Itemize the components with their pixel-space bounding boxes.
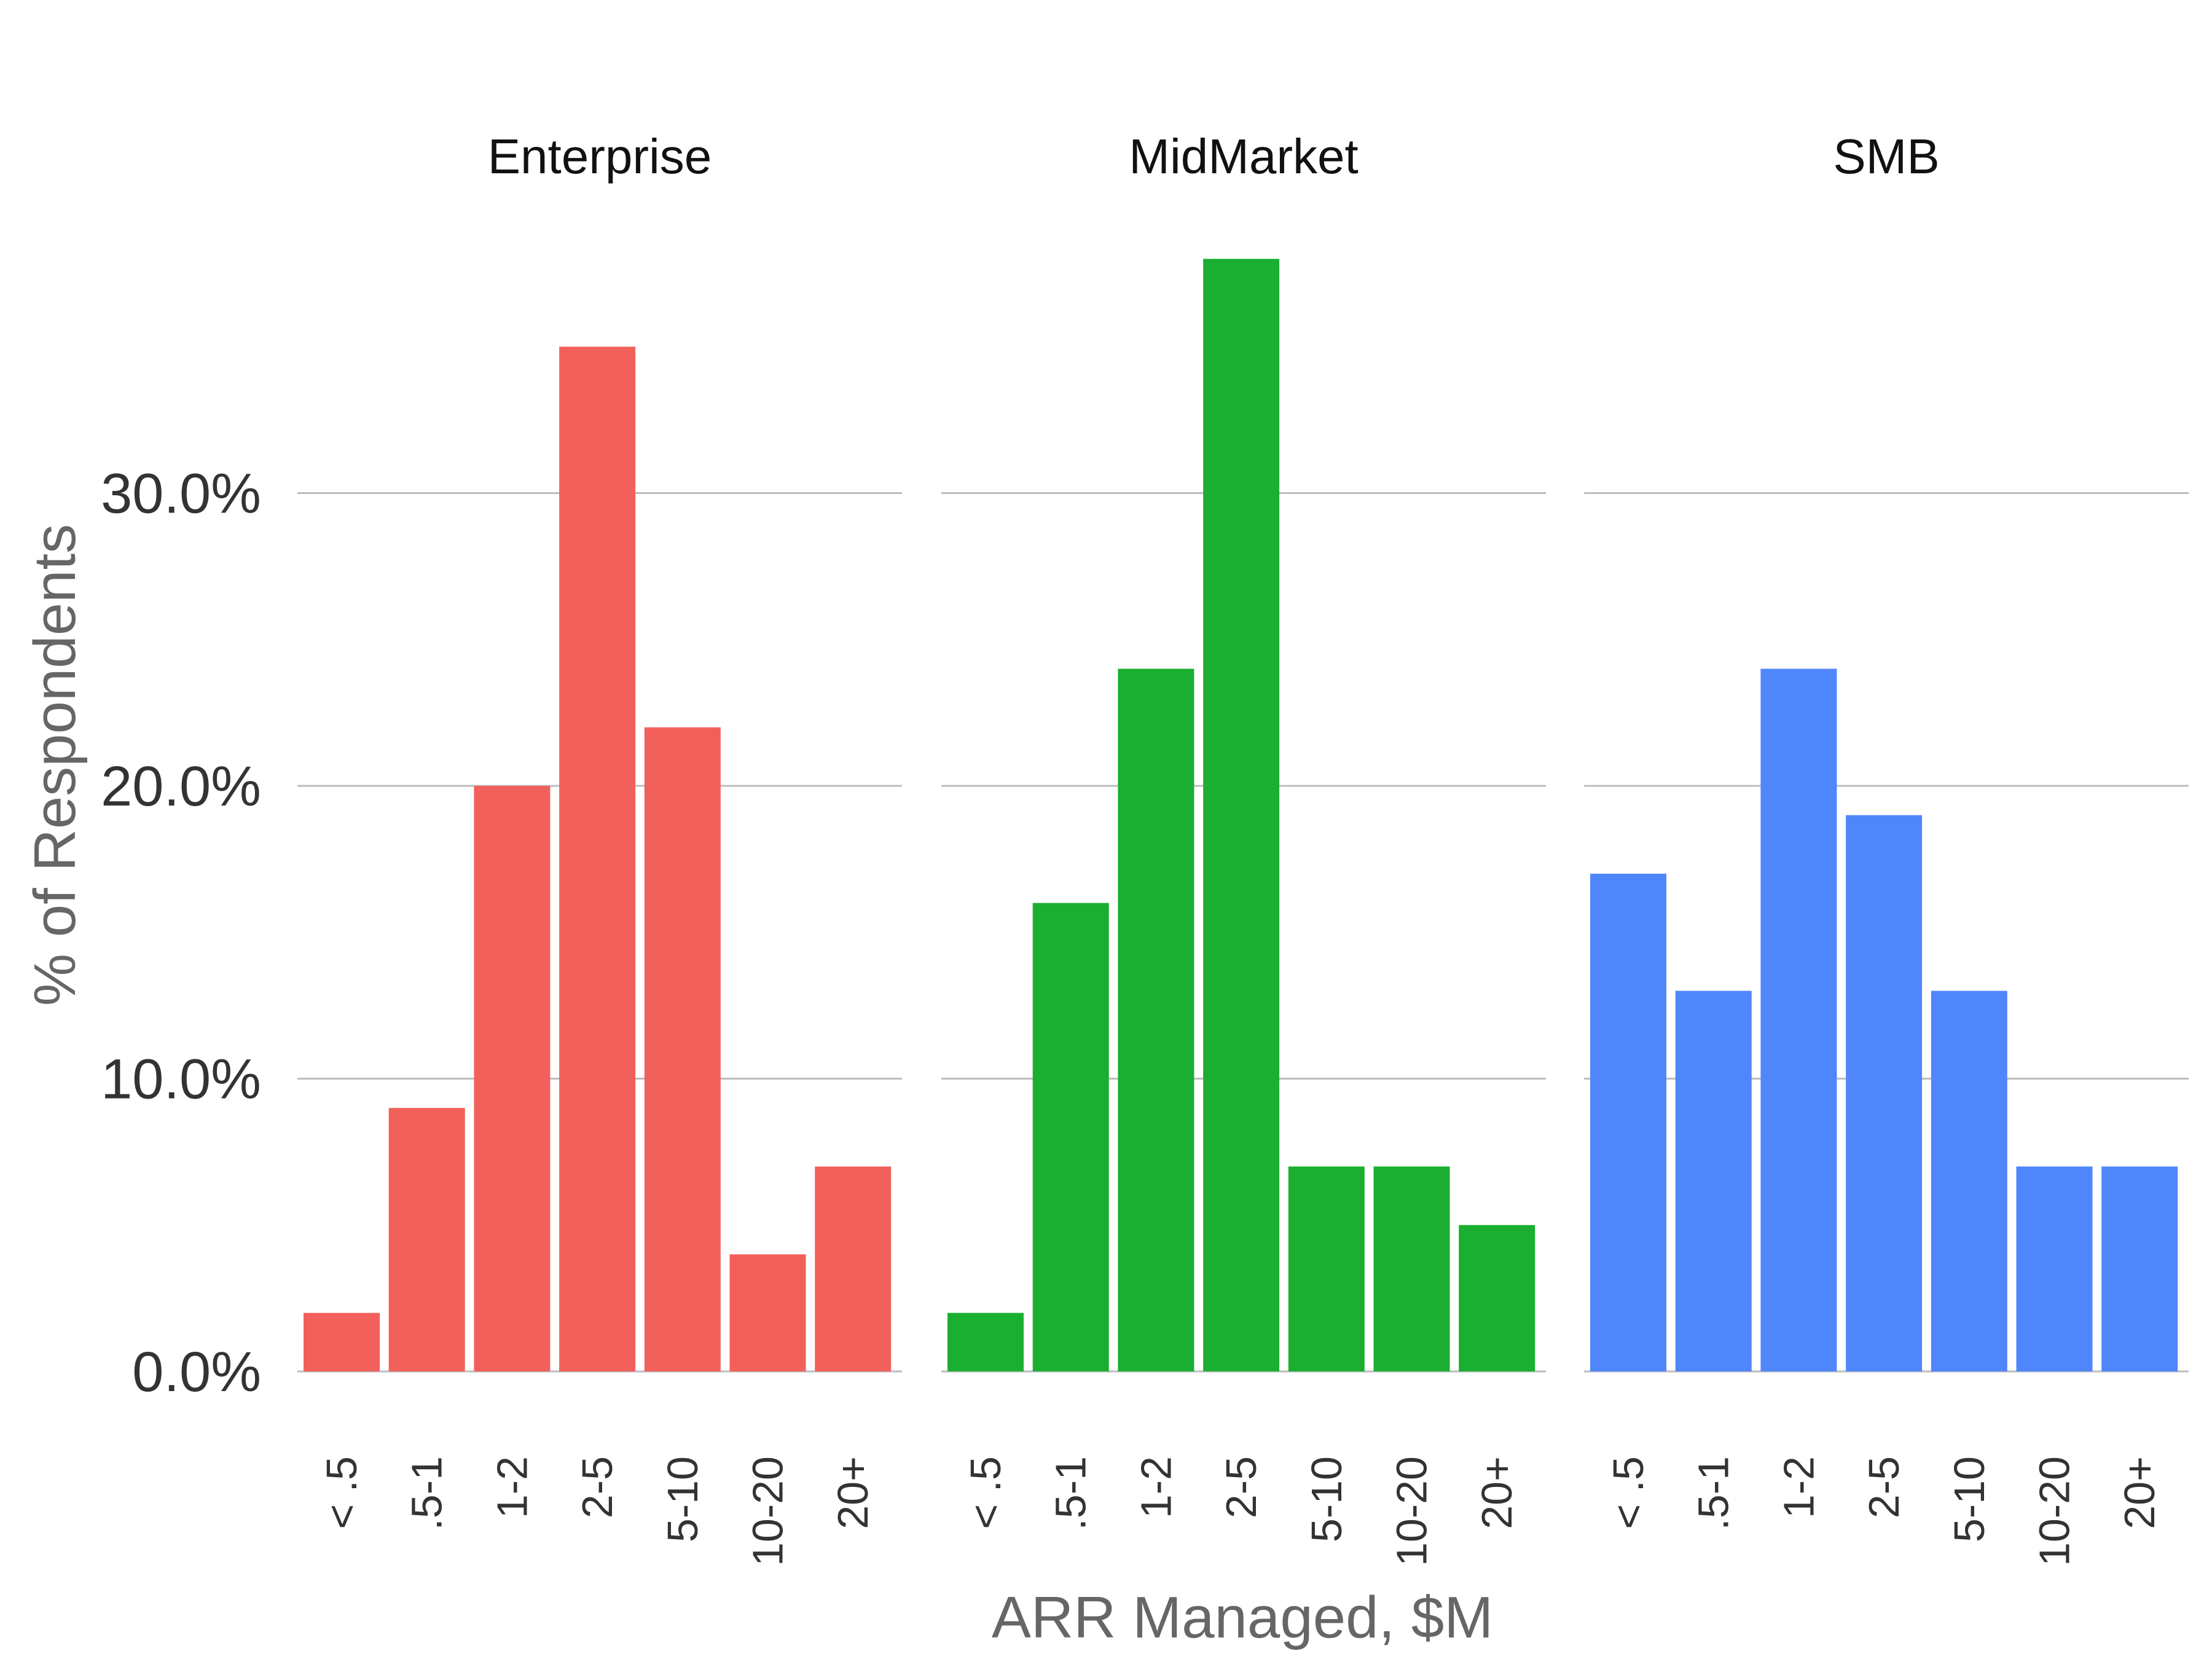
- x-tick-label: .5-1: [1047, 1456, 1095, 1531]
- bar-enterprise-6: [815, 1166, 892, 1371]
- y-axis-label: % of Respondents: [22, 524, 88, 1006]
- x-tick-label: .5-1: [403, 1456, 451, 1531]
- bar-midmarket-2: [1118, 669, 1194, 1371]
- bar-smb-0: [1590, 873, 1666, 1371]
- bar-enterprise-3: [559, 347, 636, 1371]
- x-tick-label: 1-2: [1132, 1456, 1180, 1518]
- y-tick-label: 20.0%: [101, 755, 261, 818]
- x-tick-label: 2-5: [1860, 1456, 1908, 1518]
- x-tick-label: 5-10: [1945, 1456, 1993, 1542]
- x-tick-label: 20+: [1473, 1456, 1521, 1529]
- y-tick-label: 0.0%: [132, 1341, 261, 1403]
- bar-midmarket-1: [1032, 903, 1109, 1371]
- x-tick-label: 10-20: [1388, 1456, 1436, 1566]
- bar-smb-3: [1846, 815, 1923, 1371]
- bar-smb-1: [1675, 990, 1752, 1371]
- x-tick-label: 20+: [829, 1456, 877, 1529]
- x-tick-label: 1-2: [488, 1456, 536, 1518]
- x-tick-label: 10-20: [744, 1456, 792, 1566]
- bars-layer: [304, 259, 2178, 1371]
- panel-titles: Enterprise MidMarket SMB: [488, 129, 1940, 184]
- bar-midmarket-4: [1288, 1166, 1365, 1371]
- bar-smb-4: [1931, 990, 2007, 1371]
- bar-enterprise-4: [644, 727, 721, 1371]
- x-tick-label: < .5: [1604, 1456, 1652, 1529]
- x-axis-label: ARR Managed, $M: [992, 1585, 1493, 1650]
- x-axis-ticks: < .5 .5-1 1-2 2-5 5-10 10-20 20+ < .5 .5-1 1-2 2-5…: [318, 1456, 2163, 1566]
- y-tick-label: 30.0%: [101, 463, 261, 525]
- bar-enterprise-1: [388, 1108, 465, 1371]
- x-tick-label: .5-1: [1690, 1456, 1738, 1531]
- panel-title-midmarket: MidMarket: [1129, 129, 1358, 184]
- panel-title-smb: SMB: [1833, 129, 1939, 184]
- y-tick-label: 10.0%: [101, 1048, 261, 1111]
- bar-smb-2: [1760, 669, 1837, 1371]
- y-axis-ticks: 0.0% 10.0% 20.0% 30.0%: [101, 463, 261, 1404]
- bar-enterprise-0: [304, 1312, 380, 1371]
- x-tick-label: 5-10: [659, 1456, 707, 1542]
- x-tick-label: 2-5: [573, 1456, 621, 1518]
- bar-midmarket-3: [1203, 259, 1280, 1371]
- x-tick-label: 10-20: [2031, 1456, 2079, 1566]
- panel-title-enterprise: Enterprise: [488, 129, 712, 184]
- bar-midmarket-0: [947, 1312, 1024, 1371]
- bar-smb-5: [2016, 1166, 2093, 1371]
- x-tick-label: 2-5: [1217, 1456, 1265, 1518]
- bar-enterprise-5: [729, 1254, 806, 1371]
- bar-midmarket-6: [1459, 1225, 1535, 1371]
- x-tick-label: 1-2: [1775, 1456, 1822, 1518]
- bar-enterprise-2: [474, 786, 551, 1371]
- bar-midmarket-5: [1373, 1166, 1450, 1371]
- x-tick-label: < .5: [318, 1456, 366, 1529]
- x-tick-label: 20+: [2116, 1456, 2163, 1529]
- x-tick-label: < .5: [962, 1456, 1010, 1529]
- bar-smb-6: [2101, 1166, 2178, 1371]
- x-tick-label: 5-10: [1303, 1456, 1351, 1542]
